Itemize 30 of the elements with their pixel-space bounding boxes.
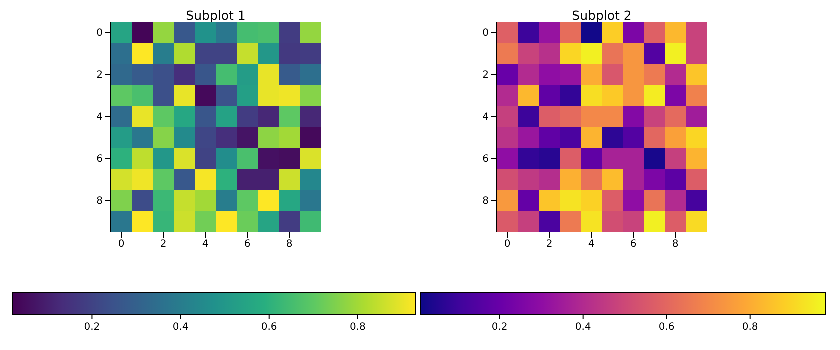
x-tick-label: 8: [672, 239, 679, 250]
y-tick-label: 0: [482, 28, 489, 40]
y-tick-label: 6: [482, 154, 489, 166]
color-bar-label: 0.8: [350, 322, 366, 333]
color-bar-label: 0.2: [84, 322, 100, 333]
x-tick-label: 6: [244, 239, 251, 250]
color-bar-label: 0.8: [742, 322, 758, 333]
x-tick-label: 6: [630, 239, 637, 250]
y-tick-label: 2: [96, 70, 103, 82]
x-tick-label: 0: [118, 239, 125, 250]
y-tick-label: 4: [96, 112, 103, 124]
y-tick-label: 8: [96, 196, 103, 208]
x-tick-label: 4: [588, 239, 595, 250]
color-bar-label: 0.2: [492, 322, 508, 333]
x-tick-label: 0: [504, 239, 511, 250]
y-tick-label: 0: [96, 28, 103, 40]
chart-title: Subplot 2: [571, 8, 633, 23]
x-tick-label: 4: [202, 239, 209, 250]
x-tick-label: 2: [160, 239, 167, 250]
color-bar-label: 0.6: [658, 322, 675, 333]
x-tick-label: 8: [286, 239, 293, 250]
y-tick-label: 4: [482, 112, 489, 124]
x-tick-label: 2: [546, 239, 553, 250]
chart-title: Subplot 1: [185, 8, 247, 23]
color-bar-label: 0.4: [172, 322, 189, 333]
color-bar-label: 0.6: [261, 322, 278, 333]
y-tick-label: 6: [96, 154, 103, 166]
y-tick-label: 2: [482, 70, 489, 82]
y-tick-label: 8: [482, 196, 489, 208]
color-bar-label: 0.4: [575, 322, 592, 333]
